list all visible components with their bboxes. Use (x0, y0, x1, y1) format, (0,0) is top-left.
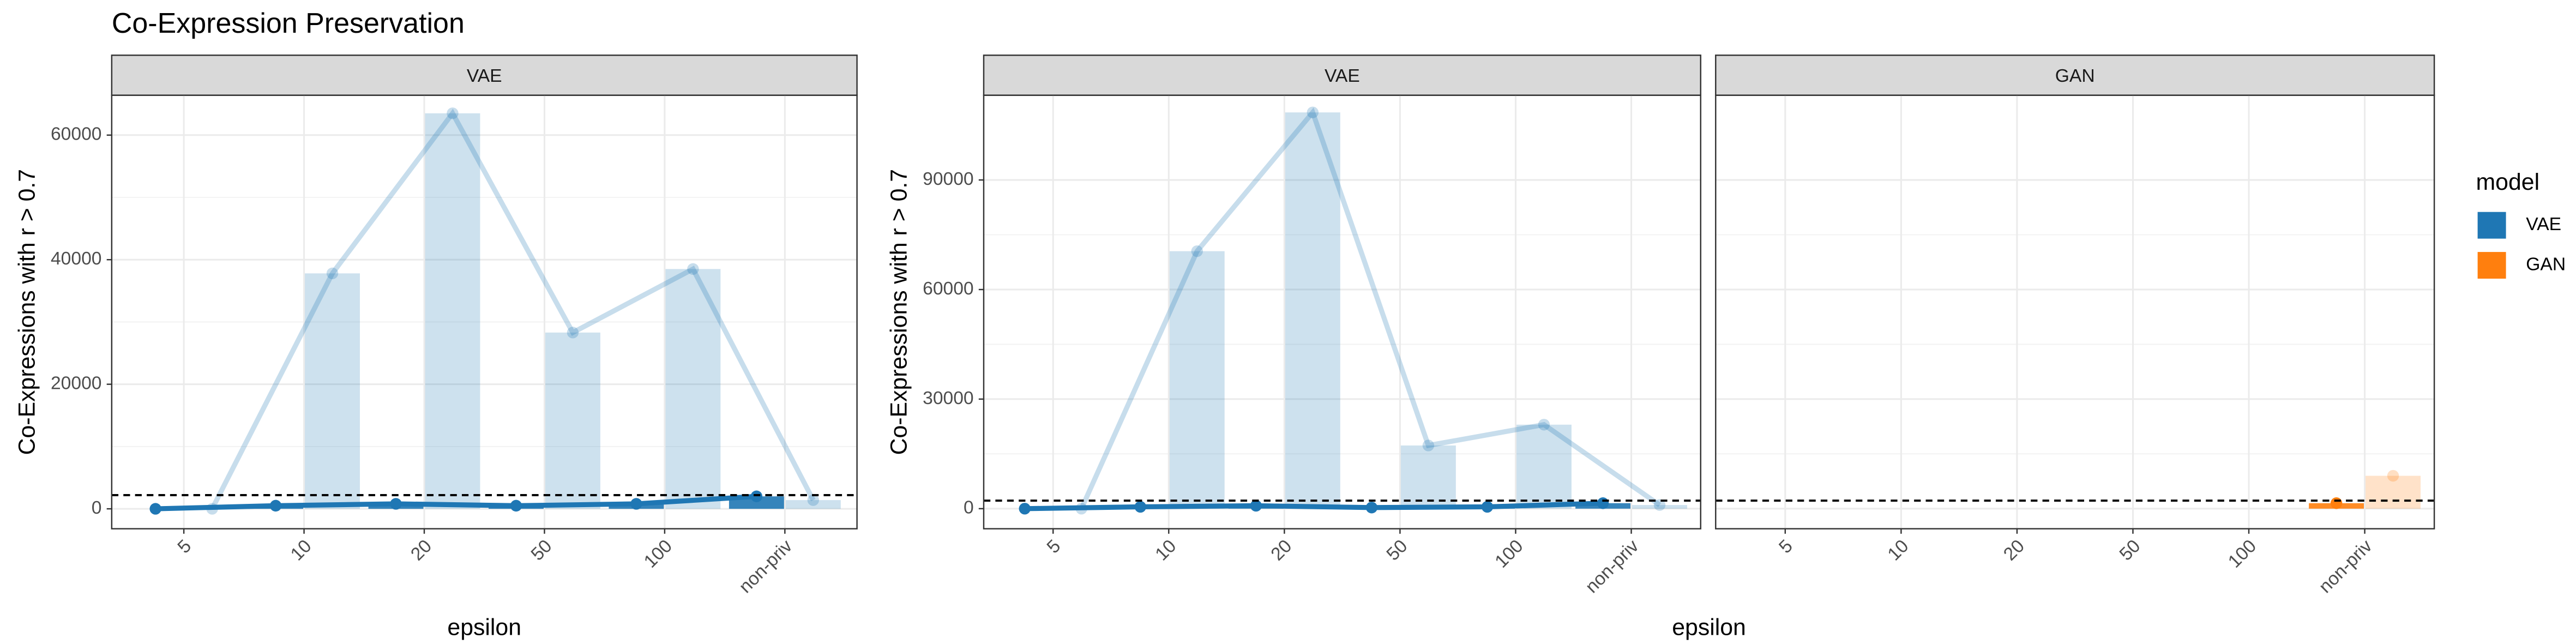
point (630, 498, 642, 510)
strip (111, 55, 858, 96)
point (206, 503, 218, 515)
y-tick-label: 0 (964, 498, 974, 518)
point (390, 498, 402, 510)
bar (1400, 445, 1456, 509)
bar (1285, 112, 1340, 509)
bar (545, 332, 600, 509)
y-tick-label: 0 (92, 498, 102, 518)
point (567, 327, 579, 339)
bar (1516, 424, 1572, 509)
strip-label: VAE (467, 66, 502, 86)
point (510, 499, 522, 512)
point (1538, 419, 1550, 431)
point (1307, 106, 1319, 118)
legend-label: VAE (2526, 214, 2561, 234)
y-tick-label: 30000 (923, 388, 974, 408)
panel-border (983, 94, 1701, 529)
line (210, 109, 816, 510)
strip (983, 55, 1701, 96)
point (1191, 245, 1203, 257)
bar (305, 273, 360, 509)
y-tick-label: 60000 (51, 124, 102, 145)
point (1134, 501, 1147, 513)
point (1481, 501, 1494, 513)
bar (665, 269, 721, 509)
bar (425, 113, 480, 509)
strip-label: VAE (1325, 66, 1360, 86)
point (447, 107, 459, 119)
point (1365, 502, 1378, 514)
point (269, 499, 282, 512)
panel-border (1715, 94, 2435, 529)
point (1597, 497, 1609, 509)
point (687, 263, 699, 275)
panel-border (111, 94, 858, 529)
point (326, 267, 339, 280)
point (1653, 499, 1666, 511)
point (750, 490, 763, 502)
point (1250, 499, 1262, 512)
bar (1169, 251, 1225, 509)
y-axis-title: Co-Expressions with r > 0.7 (886, 169, 912, 455)
point (149, 503, 161, 515)
y-tick-label: 60000 (923, 279, 974, 299)
bar (2366, 476, 2421, 509)
point (2330, 497, 2343, 509)
legend-key (2477, 252, 2506, 279)
chart-title: Co-Expression Preservation (112, 8, 465, 39)
line (1025, 501, 1603, 511)
point (2387, 470, 2399, 482)
point (1422, 440, 1435, 452)
legend-label: GAN (2526, 254, 2566, 274)
strip (1715, 55, 2435, 96)
x-axis-title: epsilon (1672, 614, 1746, 640)
y-tick-label: 20000 (51, 374, 102, 394)
line (155, 493, 757, 511)
line (1079, 107, 1662, 510)
legend-key (2477, 212, 2506, 239)
legend-title: model (2476, 169, 2540, 195)
y-axis-title: Co-Expressions with r > 0.7 (14, 169, 40, 455)
point (807, 494, 820, 506)
strip-label: GAN (2055, 66, 2095, 86)
x-axis-title: epsilon (447, 614, 521, 640)
bar (785, 500, 841, 509)
bar (1632, 505, 1687, 509)
y-tick-label: 40000 (51, 249, 102, 269)
y-tick-label: 90000 (923, 169, 974, 189)
point (1075, 503, 1087, 515)
point (1019, 503, 1031, 515)
